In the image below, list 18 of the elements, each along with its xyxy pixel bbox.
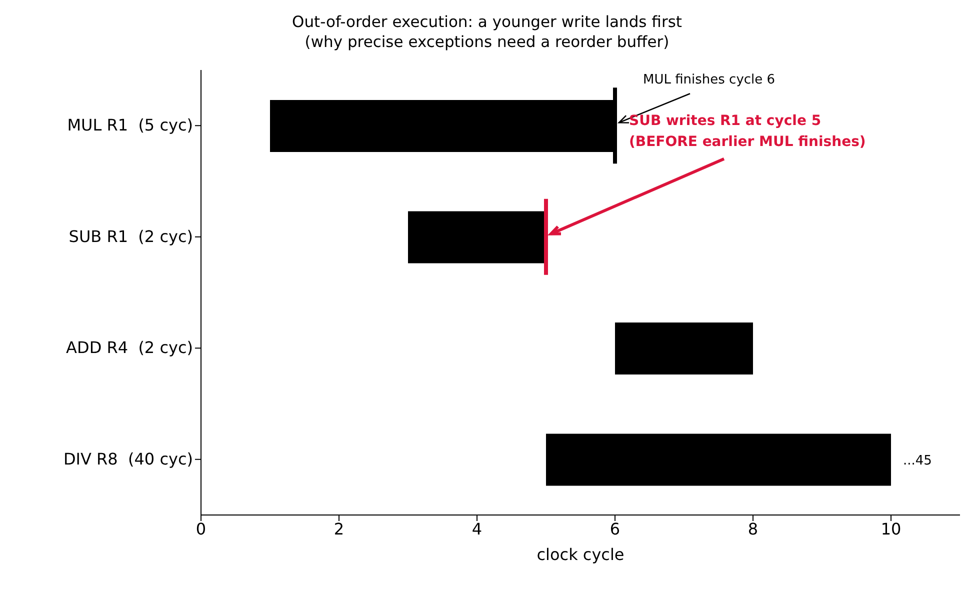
bar [615,322,753,374]
chart-subtitle: (why precise exceptions need a reorder buffer) [304,32,670,52]
x-tick-label: 2 [334,519,344,538]
x-tick-label: 8 [748,519,758,538]
x-axis-title: clock cycle [536,545,624,564]
y-tick-label: ADD R4 (2 cyc) [66,338,193,358]
chart-title: Out-of-order execution: a younger write lands first [291,12,683,32]
y-tick-label: MUL R1 (5 cyc) [67,116,193,135]
x-tick-label: 10 [880,519,902,538]
annotation: ...45 [903,453,932,468]
annotation: SUB writes R1 at cycle 5 (BEFORE earlier MUL finishes) [629,112,866,150]
annotation: MUL finishes cycle 6 [643,72,776,88]
x-tick-label: 4 [472,519,482,538]
y-tick-label: SUB R1 (2 cyc) [68,226,193,246]
y-tick-label: DIV R8 (40 cyc) [63,449,193,468]
x-tick-label: 0 [196,519,206,538]
bar [546,434,891,486]
x-tick-label: 6 [610,519,620,538]
